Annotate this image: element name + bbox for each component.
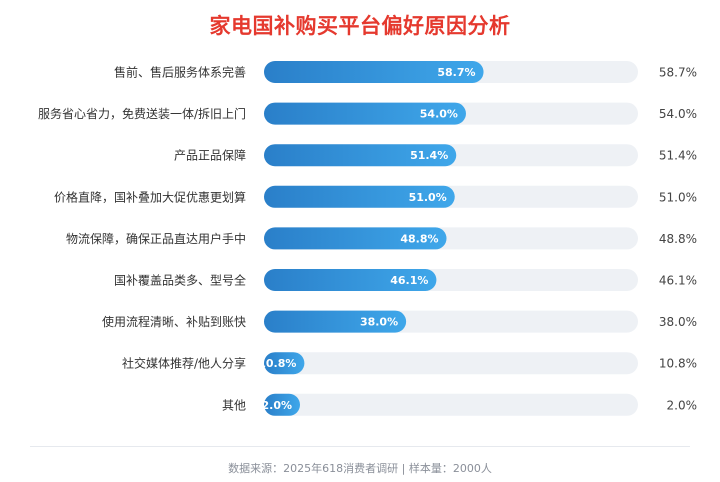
bar bbox=[264, 352, 305, 375]
category-label: 其他 bbox=[222, 398, 246, 412]
category-label: 产品正品保障 bbox=[174, 148, 246, 163]
bar bbox=[264, 393, 300, 416]
category-label: 使用流程清晰、补贴到账快 bbox=[102, 314, 246, 329]
bar-value-label: 58.7% bbox=[437, 66, 475, 79]
bar-value-label: 54.0% bbox=[420, 108, 458, 121]
side-value-label: 2.0% bbox=[667, 398, 698, 412]
side-value-label: 48.8% bbox=[659, 232, 697, 246]
bar bbox=[264, 144, 457, 167]
footer-divider bbox=[30, 446, 690, 447]
side-value-label: 54.0% bbox=[659, 107, 697, 121]
bar-track bbox=[264, 352, 638, 375]
category-label: 物流保障，确保正品直达用户手中 bbox=[66, 231, 246, 246]
bar-value-label: 51.0% bbox=[409, 191, 447, 204]
bar-value-label: 2.0% bbox=[261, 399, 292, 412]
side-value-label: 10.8% bbox=[659, 357, 697, 371]
side-value-label: 46.1% bbox=[659, 274, 697, 288]
side-value-label: 51.0% bbox=[659, 190, 697, 204]
bar bbox=[264, 102, 466, 125]
side-value-label: 58.7% bbox=[659, 66, 697, 80]
bar-chart: 售前、售后服务体系完善 58.7% 58.7% 服务省心省力，免费送装一体/拆旧上门 5… bbox=[38, 61, 698, 416]
chart-title: 家电国补购买平台偏好原因分析 bbox=[209, 14, 511, 38]
side-value-label: 38.0% bbox=[659, 315, 697, 329]
bar bbox=[264, 310, 407, 333]
bar-value-label: 48.8% bbox=[400, 232, 438, 245]
category-label: 服务省心省力，免费送装一体/拆旧上门 bbox=[38, 106, 246, 121]
bar-track bbox=[264, 393, 638, 416]
side-value-label: 51.4% bbox=[659, 149, 697, 163]
bar-value-label: 38.0% bbox=[360, 316, 398, 329]
bar-value-label: 10.8% bbox=[258, 357, 296, 370]
data-source-note: 数据来源：2025年618消费者调研 | 样本量：2000人 bbox=[228, 462, 492, 475]
category-label: 社交媒体推荐/他人分享 bbox=[122, 356, 246, 371]
bar bbox=[264, 185, 455, 208]
category-label: 国补覆盖品类多、型号全 bbox=[114, 273, 246, 288]
bar-value-label: 51.4% bbox=[410, 149, 448, 162]
bar bbox=[264, 227, 447, 250]
bar-value-label: 46.1% bbox=[390, 274, 428, 287]
category-label: 售前、售后服务体系完善 bbox=[114, 65, 246, 80]
bar bbox=[264, 269, 437, 291]
bar bbox=[264, 61, 484, 83]
category-label: 价格直降，国补叠加大促优惠更划算 bbox=[54, 189, 246, 204]
